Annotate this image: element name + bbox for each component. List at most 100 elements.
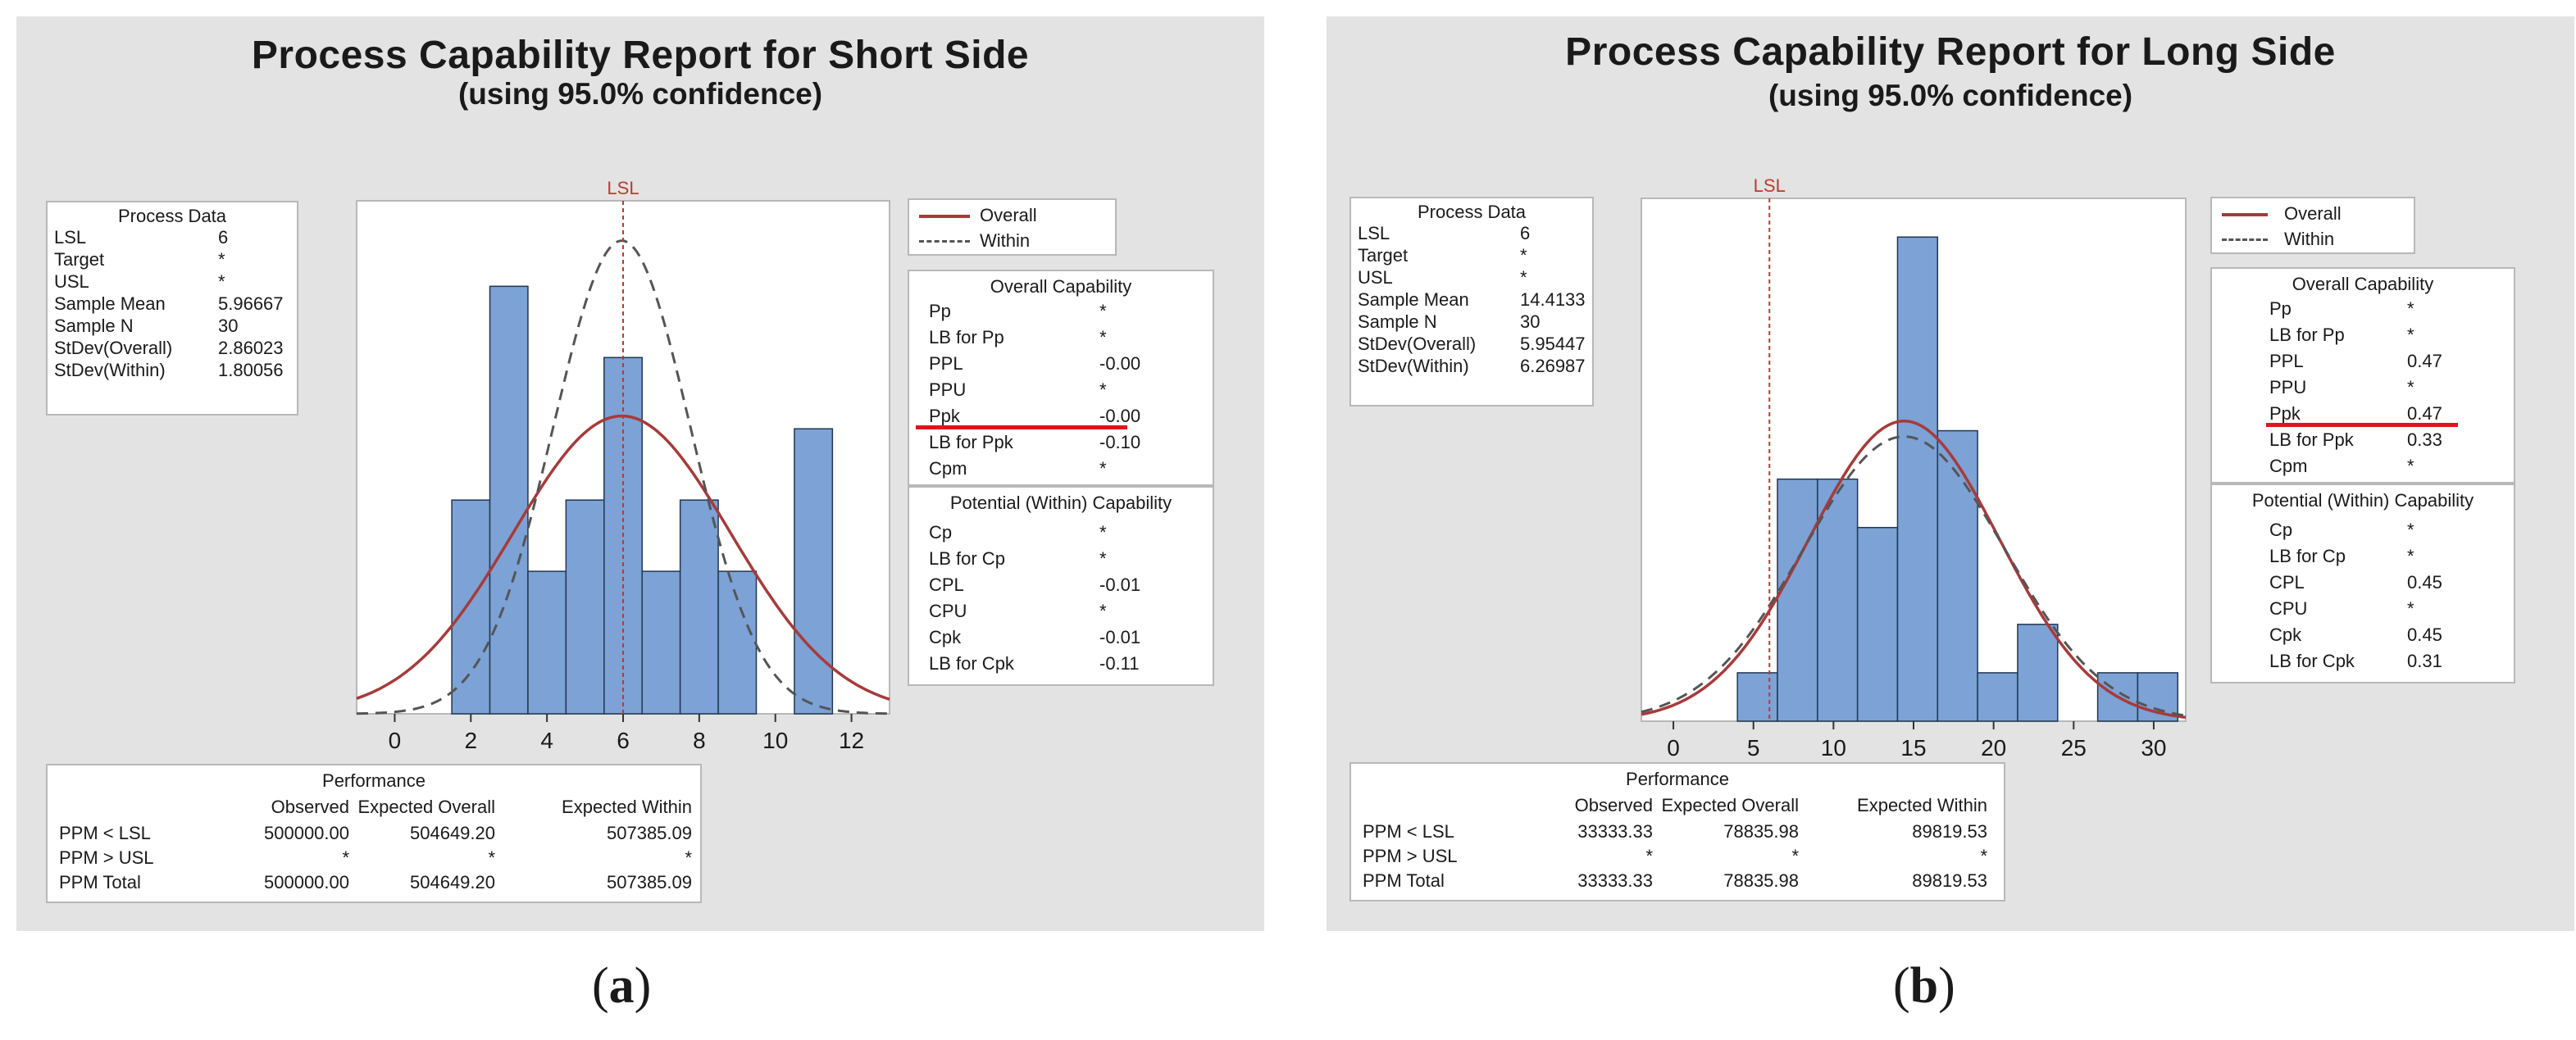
cpm-value: * [2407, 456, 2414, 476]
cp-label: Cp [2269, 520, 2293, 540]
stdev-overall-label: StDev(Overall) [54, 338, 173, 358]
ppk-highlight-underline [2266, 423, 2458, 427]
histogram-bar [565, 499, 605, 715]
legend-overall-swatch [919, 215, 970, 218]
x-tick-label: 12 [839, 728, 864, 753]
x-tick-label: 0 [1667, 735, 1680, 761]
legend-within-swatch [919, 240, 970, 243]
ppm-total-expected-overall: 78835.98 [1723, 870, 1799, 891]
x-tick-label: 30 [2141, 735, 2166, 761]
lb-for-ppk-label: LB for Ppk [929, 432, 1013, 452]
ppm-total-expected-overall: 504649.20 [410, 872, 495, 892]
process-data-heading: Process Data [1417, 202, 1527, 222]
ppm-usl-observed: * [1645, 846, 1653, 866]
x-tick-label: 20 [1981, 735, 2006, 761]
ppk-label: Ppk [2269, 403, 2301, 424]
sample-mean-label: Sample Mean [1358, 289, 1469, 310]
cpu-label: CPU [929, 601, 967, 621]
report-panel-short-side: Process Capability Report for Short Side… [16, 16, 1264, 931]
legend-box: Overall Within [2210, 197, 2415, 254]
caption-letter: a [608, 958, 635, 1014]
lb-for-cpk-label: LB for Cpk [2269, 651, 2355, 671]
cpk-label: Cpk [929, 627, 962, 647]
stdev-overall-value: 5.95447 [1520, 334, 1586, 354]
process-data-heading: Process Data [117, 206, 227, 226]
lb-for-ppk-value: -0.10 [1099, 432, 1141, 452]
expected-within-column-header: Expected Within [562, 797, 692, 817]
overall-capability-box: Overall Capability Pp * LB for Pp * PPL … [2210, 267, 2515, 484]
stdev-overall-value: 2.86023 [218, 338, 284, 358]
within-curve [1641, 435, 2187, 717]
pp-value: * [2407, 298, 2414, 319]
histogram-bar [1896, 236, 1939, 722]
potential-capability-heading: Potential (Within) Capability [2251, 490, 2474, 511]
cpl-label: CPL [2269, 572, 2305, 593]
performance-box: Performance Observed Expected Overall Ex… [1349, 762, 2005, 901]
x-tick-label: 10 [1821, 735, 1846, 761]
stdev-within-value: 6.26987 [1520, 356, 1586, 376]
ppm-usl-expected-within: * [685, 847, 692, 868]
lb-for-cpk-value: -0.11 [1099, 653, 1140, 674]
histogram-chart-long-side: LSL 0 5 10 15 20 25 30 [1641, 175, 2187, 761]
legend-overall-label: Overall [2284, 203, 2342, 224]
x-tick-label: 2 [464, 728, 477, 753]
ppm-lsl-expected-overall: 78835.98 [1723, 821, 1799, 842]
report-panel-long-side: Process Capability Report for Long Side … [1327, 16, 2574, 931]
histogram-bar [451, 499, 491, 715]
lb-for-pp-label: LB for Pp [929, 327, 1004, 347]
legend-overall-label: Overall [980, 205, 1037, 225]
lsl-label: LSL [1358, 223, 1390, 243]
pp-label: Pp [929, 301, 951, 321]
lb-for-cp-label: LB for Cp [2269, 546, 2346, 566]
lb-for-ppk-value: 0.33 [2407, 429, 2442, 450]
ppu-value: * [1099, 379, 1107, 400]
panel-subtitle: (using 95.0% confidence) [457, 77, 823, 111]
sample-mean-label: Sample Mean [54, 293, 166, 314]
stdev-within-label: StDev(Within) [1358, 356, 1469, 376]
histogram-bar [527, 570, 567, 715]
cpm-label: Cpm [2269, 456, 2308, 476]
cpl-value: 0.45 [2407, 572, 2442, 593]
ppm-lsl-expected-overall: 504649.20 [410, 823, 495, 843]
sample-n-value: 30 [218, 316, 239, 336]
legend-within-label: Within [980, 230, 1031, 251]
histogram-bar [641, 570, 681, 715]
ppm-lsl-label: PPM < LSL [1363, 821, 1454, 842]
cp-label: Cp [929, 522, 953, 543]
lb-for-cp-value: * [2407, 546, 2414, 566]
ppk-value: -0.00 [1099, 406, 1141, 426]
ppm-usl-label: PPM > USL [59, 847, 154, 868]
histogram-bar [2096, 672, 2139, 722]
lsl-value: 6 [218, 227, 229, 248]
ppm-lsl-observed: 500000.00 [264, 823, 349, 843]
observed-column-header: Observed [1574, 795, 1653, 815]
ppk-highlight-underline [916, 425, 1127, 429]
cpk-label: Cpk [2269, 624, 2302, 645]
ppl-value: -0.00 [1099, 353, 1141, 374]
x-tick-label: 5 [1747, 735, 1760, 761]
sample-mean-value: 5.96667 [218, 293, 284, 314]
sample-mean-value: 14.4133 [1520, 289, 1586, 310]
process-data-box: Process Data LSL 6 Target * USL * Sample… [1349, 197, 1594, 406]
ppu-label: PPU [929, 379, 967, 400]
histogram-bar [1977, 672, 2018, 722]
lb-for-pp-label: LB for Pp [2269, 325, 2345, 345]
process-data-box: Process Data LSL 6 Target * USL * Sample… [46, 201, 298, 416]
ppm-lsl-expected-within: 507385.09 [607, 823, 692, 843]
ppm-total-observed: 500000.00 [264, 872, 349, 892]
potential-capability-box: Potential (Within) Capability Cp * LB fo… [2210, 484, 2515, 683]
histogram-bar [2017, 624, 2059, 722]
x-tick-label: 15 [1900, 735, 1926, 761]
ppm-usl-expected-within: * [1980, 846, 1987, 866]
performance-heading: Performance [1626, 769, 1729, 789]
ppm-usl-label: PPM > USL [1363, 846, 1458, 866]
target-label: Target [1358, 245, 1409, 266]
usl-label: USL [54, 271, 89, 292]
lsl-label: LSL [1754, 175, 1786, 196]
lb-for-cp-value: * [1099, 548, 1107, 569]
x-tick-label: 4 [540, 728, 553, 753]
lsl-label: LSL [607, 178, 639, 198]
lb-for-cpk-value: 0.31 [2407, 651, 2442, 671]
ppl-value: 0.47 [2407, 351, 2442, 371]
ppm-total-expected-within: 507385.09 [607, 872, 692, 892]
